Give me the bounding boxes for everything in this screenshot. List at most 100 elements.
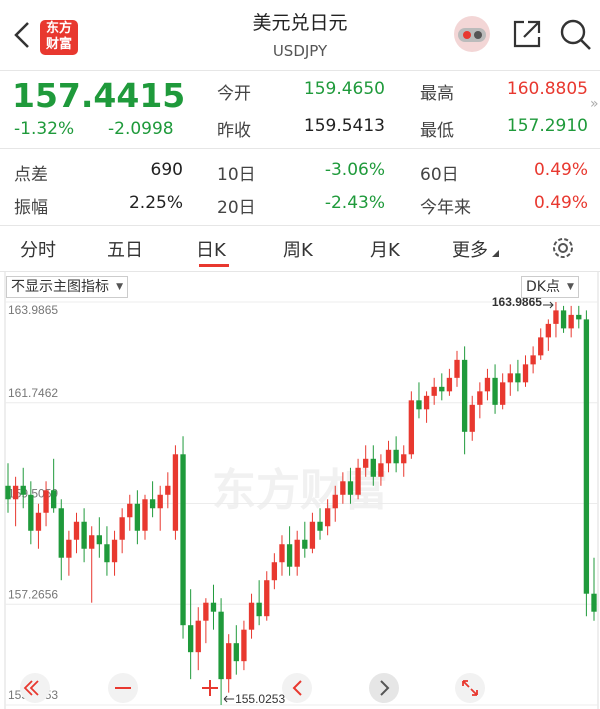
candle-body <box>172 454 179 531</box>
search-icon[interactable] <box>558 17 594 53</box>
candle-body <box>439 386 445 392</box>
candle-body <box>165 485 171 495</box>
candle-body <box>157 494 163 509</box>
tab[interactable]: 更多 <box>452 240 488 261</box>
candle-body <box>363 458 369 468</box>
candle-body <box>134 503 141 531</box>
change-pct: -1.32% <box>14 119 75 139</box>
indicator-dropdown[interactable]: 不显示主图指标 ▼ <box>6 276 128 298</box>
page-title: 美元兑日元 <box>252 12 348 34</box>
candle-body <box>583 319 590 594</box>
candle-body <box>195 620 201 653</box>
candle-body <box>560 310 567 329</box>
stat-value: 159.4650 <box>303 79 385 99</box>
candle-body <box>210 602 217 612</box>
logo[interactable]: 东方 财富 <box>40 20 78 55</box>
candle-body <box>302 539 308 549</box>
zoom-in[interactable] <box>202 680 218 696</box>
candle-body <box>149 499 156 509</box>
candle-body <box>28 494 34 531</box>
divider <box>0 271 600 272</box>
candle-body <box>233 643 239 662</box>
candle-body <box>591 593 597 612</box>
scroll-right[interactable] <box>369 673 399 703</box>
candle-body <box>401 454 407 464</box>
candle-body <box>469 404 475 432</box>
dk-dropdown[interactable]: DK点 ▼ <box>521 276 579 298</box>
scroll-left[interactable] <box>282 673 312 703</box>
candle-body <box>187 625 194 653</box>
max-label: 163.9865 <box>492 295 542 309</box>
candle-body <box>416 400 422 410</box>
price: 157.4415 <box>12 76 186 115</box>
settings-icon[interactable] <box>549 234 577 262</box>
candle-body <box>73 521 80 540</box>
candle-body <box>340 481 346 495</box>
candle-body <box>492 377 498 405</box>
candle-body <box>271 562 278 581</box>
page-subtitle: USDJPY <box>272 42 328 60</box>
stat-value: -2.43% <box>324 193 385 213</box>
stat-value: -3.06% <box>324 160 385 180</box>
tab-selected[interactable]: 日K <box>196 240 226 261</box>
candle-body <box>507 373 513 383</box>
fullscreen[interactable] <box>455 673 485 703</box>
candle-body <box>522 364 529 383</box>
candle-body <box>96 535 102 545</box>
stat-label: 今开 <box>217 84 251 104</box>
chart-toolbar <box>20 673 485 703</box>
candle-body <box>408 400 415 455</box>
expand-arrow[interactable]: » <box>590 96 599 112</box>
candle-body <box>332 494 338 509</box>
candle-body <box>454 359 460 378</box>
candle-body <box>142 499 148 531</box>
candle-body <box>446 377 453 392</box>
stat-label: 点差 <box>14 165 48 185</box>
zoom-out-far[interactable] <box>20 673 50 703</box>
candle-body <box>484 377 491 392</box>
stat-label: 最低 <box>420 121 454 141</box>
tab[interactable]: 周K <box>283 240 313 261</box>
stat-value: 2.25% <box>128 193 183 213</box>
tab-underline <box>199 264 229 267</box>
candle-body <box>35 512 42 531</box>
change: -2.0998 <box>108 119 174 139</box>
min-arrow <box>223 695 235 703</box>
candle-body <box>538 337 544 356</box>
y-tick-label: 161.7462 <box>8 386 58 400</box>
candle-body <box>241 629 247 662</box>
candle-body <box>43 490 49 513</box>
candle-body <box>20 485 26 495</box>
tab[interactable]: 五日 <box>107 240 143 261</box>
tab[interactable]: 分时 <box>20 240 56 261</box>
candle-body <box>378 463 384 477</box>
back-button[interactable] <box>10 20 34 50</box>
indicator-text: 不显示主图指标 <box>11 279 109 295</box>
share-icon[interactable] <box>510 17 544 51</box>
candle-body <box>203 602 209 621</box>
stat-label: 今年来 <box>420 198 471 218</box>
y-tick-label: 163.9865 <box>8 303 58 317</box>
candle-body <box>576 314 582 320</box>
candle-body <box>104 544 110 563</box>
stat-label: 最高 <box>420 84 454 104</box>
stat-label: 20日 <box>217 198 256 218</box>
stat-label: 振幅 <box>14 198 48 218</box>
candle-body <box>461 359 468 432</box>
candle-body <box>347 481 354 495</box>
candle-body <box>545 323 552 338</box>
candle-body <box>431 386 437 396</box>
divider <box>0 148 600 149</box>
y-tick-label: 157.2656 <box>8 587 58 601</box>
candle-body <box>264 580 270 617</box>
stat-label: 10日 <box>217 165 256 185</box>
candle-body <box>423 395 430 410</box>
tab[interactable]: 月K <box>370 240 400 261</box>
candle-body <box>286 544 293 567</box>
zoom-out[interactable] <box>108 673 138 703</box>
candle-body <box>500 382 506 405</box>
candle-body <box>226 643 232 680</box>
avatar[interactable] <box>450 14 494 54</box>
